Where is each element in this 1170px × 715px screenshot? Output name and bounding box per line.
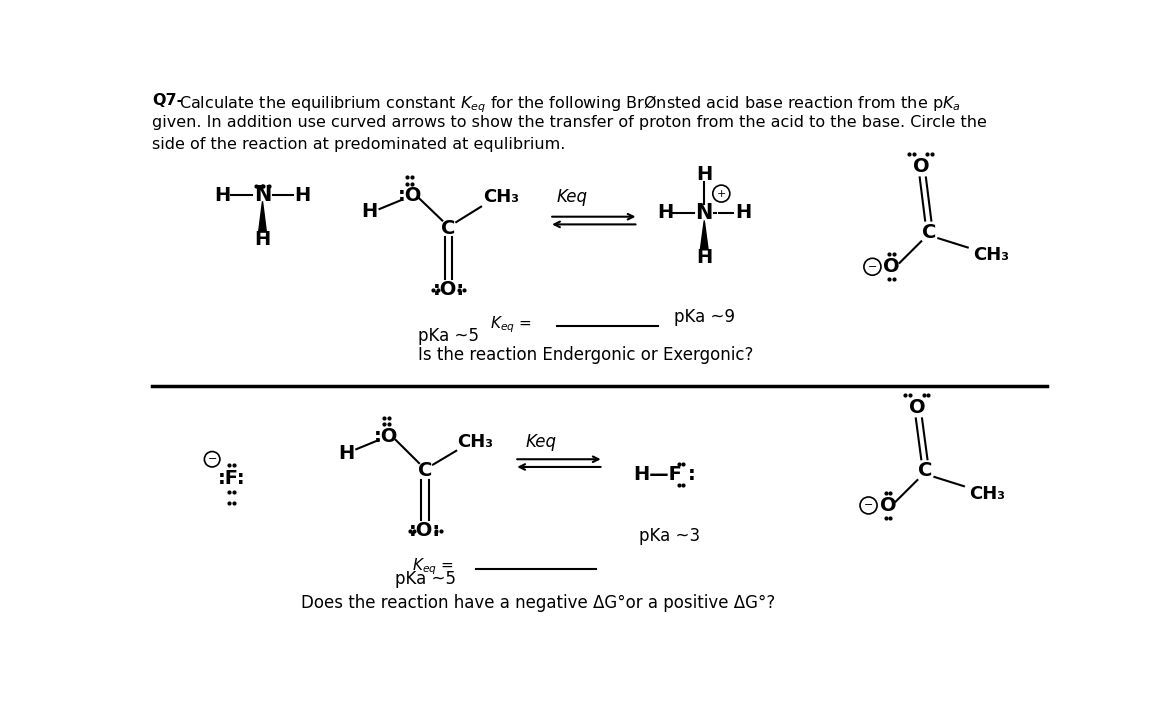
- Text: CH₃: CH₃: [969, 485, 1005, 503]
- Text: H: H: [362, 202, 378, 221]
- Text: $K_{eq}$ =: $K_{eq}$ =: [489, 314, 531, 335]
- Text: H: H: [214, 186, 230, 204]
- Text: pKa ~5: pKa ~5: [394, 570, 456, 588]
- Text: CH₃: CH₃: [483, 189, 519, 207]
- Text: H: H: [338, 443, 355, 463]
- Text: −: −: [207, 454, 216, 464]
- Text: −: −: [863, 500, 873, 511]
- Text: :O:: :O:: [410, 521, 441, 541]
- Text: pKa ~3: pKa ~3: [639, 527, 700, 546]
- Text: H: H: [295, 186, 311, 204]
- Text: side of the reaction at predominated at equlibrium.: side of the reaction at predominated at …: [152, 137, 566, 152]
- Text: H: H: [696, 165, 713, 184]
- Text: H: H: [254, 230, 270, 250]
- Text: H: H: [696, 248, 713, 267]
- Text: N: N: [254, 185, 271, 205]
- Text: given. In addition use curved arrows to show the transfer of proton from the aci: given. In addition use curved arrows to …: [152, 115, 987, 130]
- Text: H: H: [735, 203, 751, 222]
- Text: O: O: [880, 496, 896, 515]
- Text: H: H: [658, 203, 674, 222]
- Text: :O: :O: [398, 187, 422, 205]
- Text: +: +: [716, 189, 727, 199]
- Text: C: C: [418, 461, 433, 480]
- Text: C: C: [441, 219, 455, 238]
- Text: Calculate the equilibrium constant $K_{eq}$ for the following BrØnsted acid base: Calculate the equilibrium constant $K_{e…: [179, 94, 961, 115]
- Text: N: N: [695, 203, 713, 223]
- Text: Does the reaction have a negative ΔG°or a positive ΔG°?: Does the reaction have a negative ΔG°or …: [301, 594, 776, 612]
- Text: C: C: [922, 222, 936, 242]
- Text: :F:: :F:: [218, 469, 246, 488]
- Text: :: :: [688, 465, 696, 484]
- Text: $K_{eq}$ =: $K_{eq}$ =: [412, 557, 454, 577]
- Text: CH₃: CH₃: [973, 246, 1009, 265]
- Polygon shape: [701, 220, 708, 250]
- Text: O: O: [909, 398, 925, 417]
- Text: O: O: [913, 157, 929, 176]
- Text: pKa ~9: pKa ~9: [674, 307, 735, 326]
- Text: Is the reaction Endergonic or Exergonic?: Is the reaction Endergonic or Exergonic?: [418, 346, 752, 365]
- Text: :O:: :O:: [433, 280, 464, 300]
- Text: pKa ~5: pKa ~5: [418, 327, 479, 345]
- Text: O: O: [883, 257, 900, 276]
- Text: Keq: Keq: [557, 189, 589, 207]
- Text: Q7-: Q7-: [152, 94, 184, 109]
- Text: CH₃: CH₃: [457, 433, 494, 450]
- Text: Keq: Keq: [526, 433, 557, 450]
- Text: :O: :O: [374, 427, 399, 445]
- Text: −: −: [868, 262, 878, 272]
- Text: C: C: [918, 461, 932, 480]
- Polygon shape: [259, 202, 267, 232]
- Text: H—F: H—F: [633, 465, 682, 484]
